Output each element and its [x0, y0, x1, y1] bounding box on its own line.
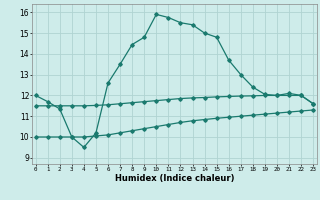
X-axis label: Humidex (Indice chaleur): Humidex (Indice chaleur)	[115, 174, 234, 183]
